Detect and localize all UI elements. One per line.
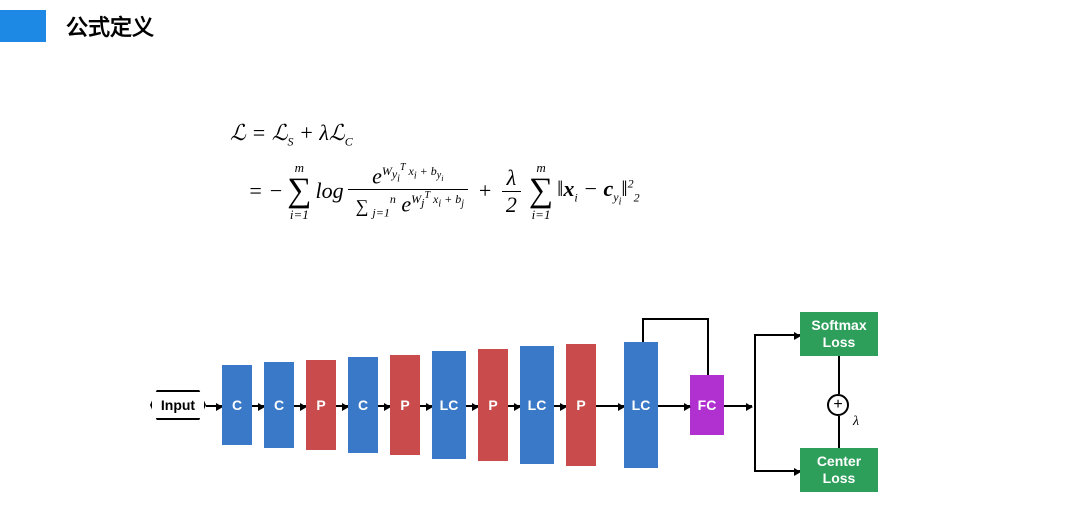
arrow: [252, 405, 264, 407]
plus-conn-bot: [838, 416, 840, 448]
layer-p-6: P: [478, 349, 508, 461]
softmax-loss-box: SoftmaxLoss: [800, 312, 878, 356]
arrow: [294, 405, 306, 407]
layer-c-3: C: [348, 357, 378, 453]
arrow: [336, 405, 348, 407]
layer-c-1: C: [264, 362, 294, 448]
page-title: 公式定义: [66, 10, 154, 42]
lambda-label: λ: [853, 414, 859, 430]
layer-p-4: P: [390, 355, 420, 455]
layer-p-8: P: [566, 344, 596, 466]
arrow: [658, 405, 690, 407]
formula-line1: ℒ = ℒS + λℒC: [230, 120, 830, 149]
layer-fc-10: FC: [690, 375, 724, 435]
sum-outer: m ∑ i=1: [287, 161, 311, 221]
plus-conn-top: [838, 356, 840, 394]
elbow-h: [642, 318, 707, 320]
plus-icon: +: [827, 394, 849, 416]
elbow-v: [642, 318, 644, 342]
split-v: [754, 334, 756, 470]
arrow: [554, 405, 566, 407]
header-accent-block: [0, 10, 46, 42]
arrow: [596, 405, 624, 407]
sum-center: m ∑ i=1: [529, 161, 553, 221]
formula-line2: = − m ∑ i=1 log eWyiT xi + byi ∑ j=1n eW…: [230, 161, 830, 221]
formula-block: ℒ = ℒS + λℒC = − m ∑ i=1 log eWyiT xi + …: [230, 120, 830, 221]
center-loss-box: CenterLoss: [800, 448, 878, 492]
softmax-fraction: eWyiT xi + byi ∑ j=1n eWjT xi + bj: [348, 162, 468, 221]
arrow: [420, 405, 432, 407]
lambda-half: λ 2: [502, 165, 521, 218]
layer-lc-7: LC: [520, 346, 554, 464]
network-diagram: InputCCPCPLCPLCPLCFCSoftmaxLossCenterLos…: [150, 330, 970, 500]
layer-p-2: P: [306, 360, 336, 450]
layer-lc-5: LC: [432, 351, 466, 459]
arrow: [508, 405, 520, 407]
arrow: [206, 405, 222, 407]
arrow: [466, 405, 478, 407]
layer-c-0: C: [222, 365, 252, 445]
arrow: [754, 470, 800, 472]
arrow: [724, 405, 752, 407]
arrow: [378, 405, 390, 407]
arrow: [754, 334, 800, 336]
input-node: Input: [150, 390, 206, 420]
elbow-v2: [707, 318, 709, 375]
layer-lc-9: LC: [624, 342, 658, 468]
